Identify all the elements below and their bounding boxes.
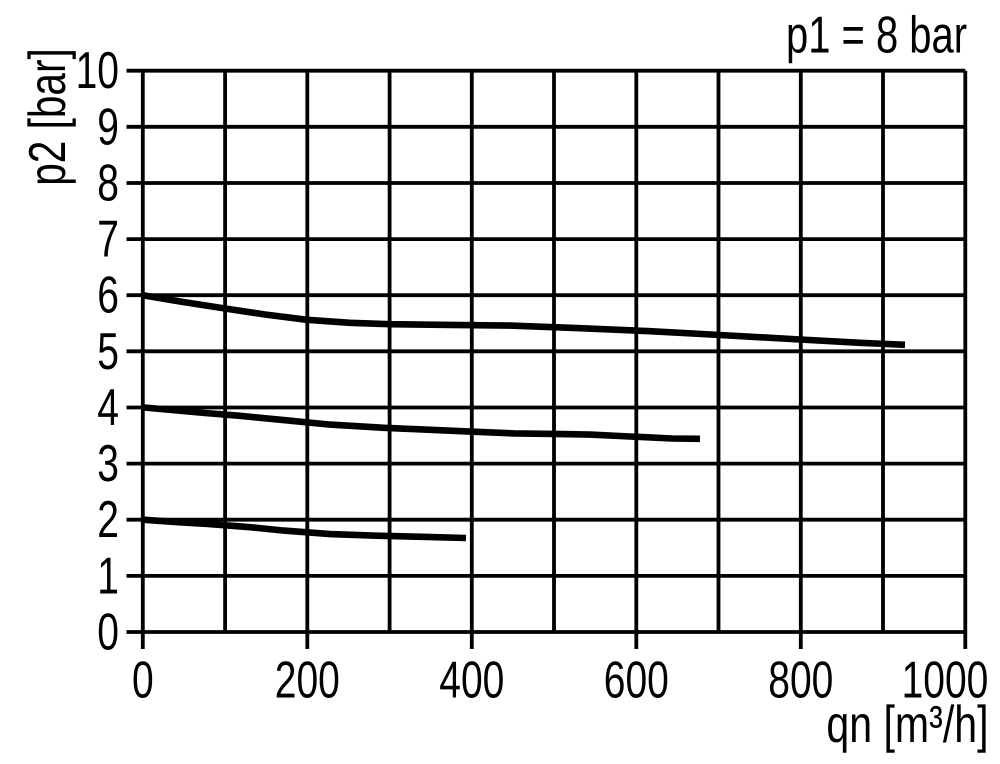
svg-text:400: 400 — [439, 652, 504, 710]
svg-text:600: 600 — [604, 652, 669, 710]
svg-text:1000: 1000 — [902, 652, 989, 710]
svg-text:8: 8 — [97, 155, 119, 213]
svg-text:3: 3 — [97, 435, 119, 493]
svg-text:4: 4 — [97, 379, 119, 437]
svg-text:6: 6 — [97, 267, 119, 325]
svg-text:0: 0 — [132, 652, 154, 710]
svg-text:1: 1 — [97, 547, 119, 605]
svg-text:2: 2 — [97, 491, 119, 549]
svg-text:5: 5 — [97, 323, 119, 381]
svg-text:p2 [bar]: p2 [bar] — [19, 48, 77, 186]
svg-text:800: 800 — [768, 652, 833, 710]
svg-text:0: 0 — [97, 604, 119, 662]
svg-text:9: 9 — [97, 98, 119, 156]
svg-text:200: 200 — [275, 652, 340, 710]
svg-text:10: 10 — [76, 42, 119, 100]
svg-text:p1 = 8 bar: p1 = 8 bar — [786, 7, 967, 65]
svg-text:qn [m³/h]: qn [m³/h] — [826, 696, 988, 754]
svg-text:7: 7 — [97, 211, 119, 269]
